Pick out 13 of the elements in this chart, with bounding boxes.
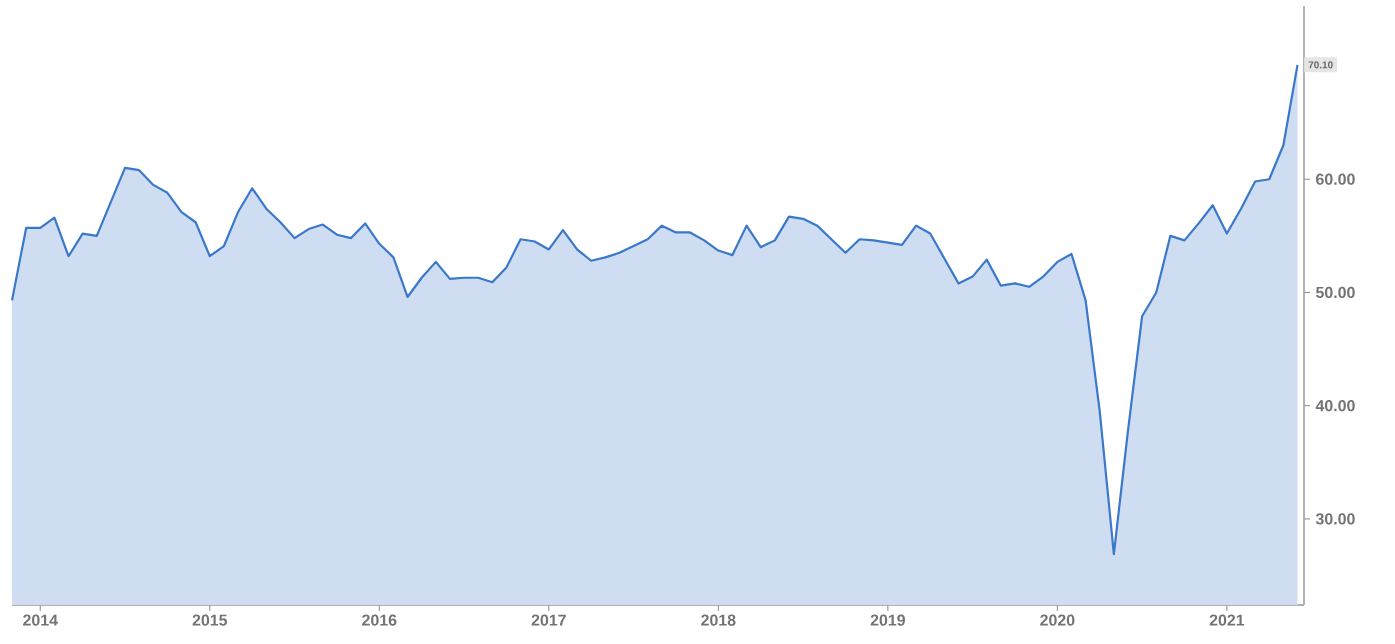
x-tick-label: 2017	[531, 614, 566, 626]
x-tick-label: 2016	[362, 614, 397, 626]
annotation: 70.10	[1308, 61, 1333, 69]
y-tick-label: 30.00	[1315, 513, 1355, 525]
x-tick-label: 2020	[1040, 614, 1075, 626]
x-tick-label: 2014	[23, 614, 58, 626]
x-tick-label: 2019	[870, 614, 905, 626]
y-tick-label: 40.00	[1315, 400, 1355, 412]
y-tick-label: 60.00	[1316, 173, 1355, 185]
x-tick-label: 2021	[1209, 614, 1245, 626]
x-tick-label: 2018	[701, 614, 736, 626]
x-tick-label: 2015	[192, 614, 228, 626]
y-tick-label: 50.00	[1315, 286, 1355, 299]
